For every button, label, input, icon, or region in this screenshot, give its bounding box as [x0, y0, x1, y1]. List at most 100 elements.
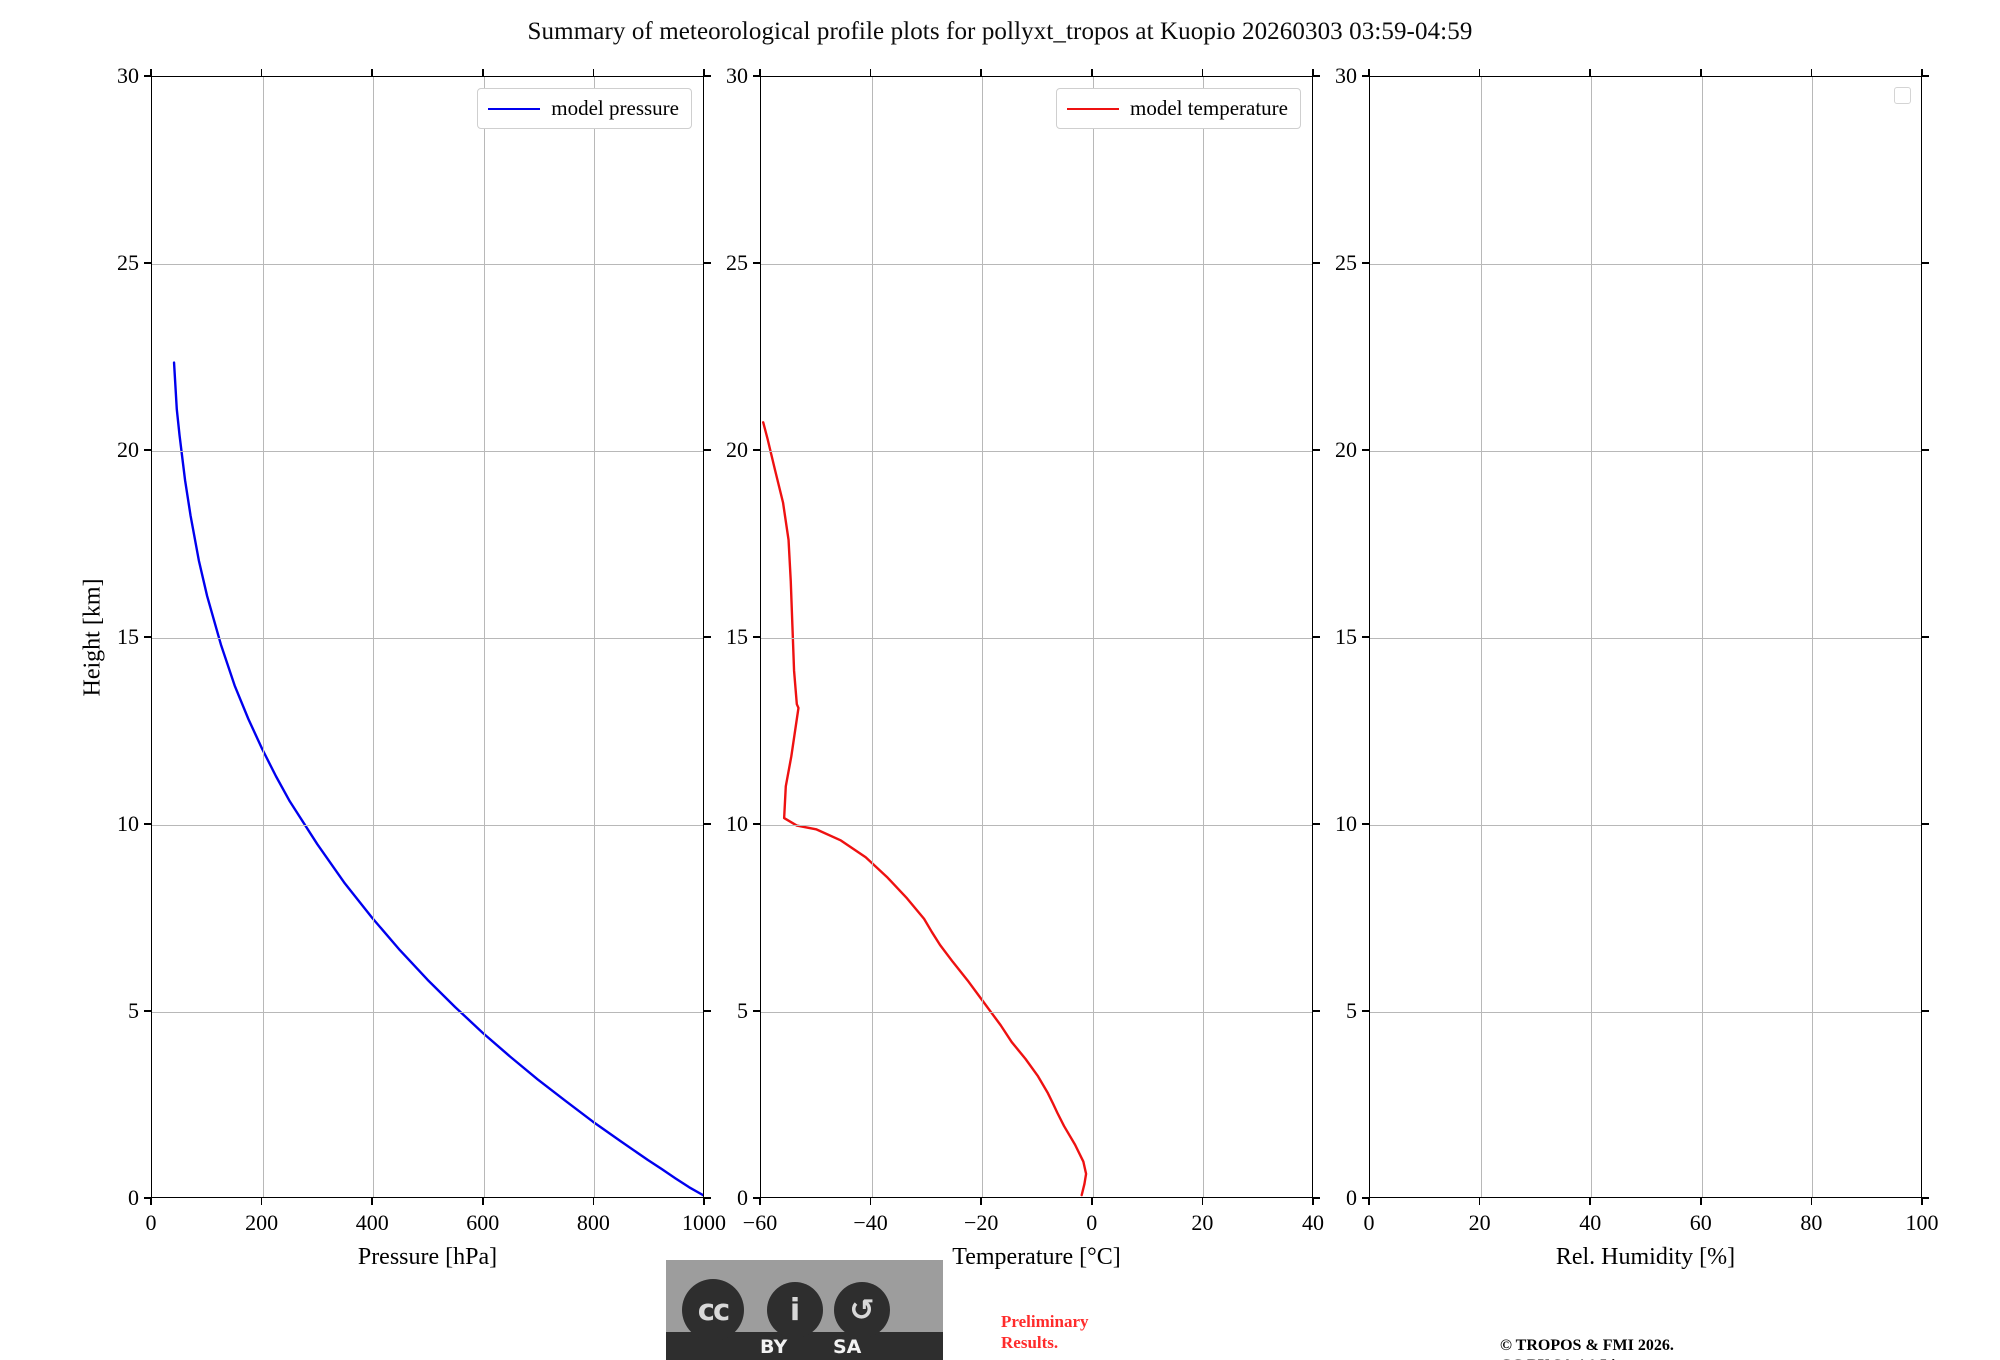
panel-pressure: model pressure Pressure [hPa] 0 5 10 15 20 25… — [117, 63, 726, 1270]
x-tick-mark — [260, 1198, 263, 1205]
x-tick-mark — [1700, 1198, 1702, 1205]
gridline-vertical — [1480, 77, 1482, 1197]
y-tick-label: 30 — [726, 63, 748, 88]
copyright-line-1: © TROPOS & FMI 2026. — [1500, 1337, 1674, 1354]
x-tick-mark — [1091, 1198, 1093, 1205]
cc-by-caption: BY — [760, 1336, 788, 1358]
x-tick-mark — [1368, 1198, 1370, 1205]
x-tick-mark — [1921, 69, 1923, 76]
y-tick-mark — [1922, 262, 1929, 264]
x-tick-mark — [1700, 69, 1702, 76]
x-tick-mark — [150, 1198, 152, 1205]
legend-temperature[interactable]: model temperature — [1055, 88, 1301, 129]
y-tick-mark — [1922, 1010, 1929, 1012]
gridline-horizontal — [761, 1012, 1312, 1013]
y-tick-mark — [704, 1010, 711, 1012]
y-tick-mark — [704, 75, 711, 77]
x-tick-mark — [1368, 69, 1370, 76]
y-tick-label: 10 — [726, 811, 748, 836]
x-tick-mark — [1810, 69, 1813, 76]
y-tick-mark — [1313, 262, 1320, 264]
x-axis-label-pressure: Pressure [hPa] — [357, 1244, 498, 1270]
y-tick-label: 25 — [726, 250, 748, 275]
preliminary-line-2: Results. — [1001, 1332, 1059, 1352]
y-tick-label: 20 — [1335, 437, 1357, 462]
y-tick-mark — [1922, 823, 1929, 825]
y-tick-mark — [1922, 75, 1929, 77]
x-tick-mark — [1478, 1198, 1481, 1205]
x-tick-label: 400 — [355, 1210, 389, 1235]
x-tick-mark — [1810, 1198, 1813, 1205]
gridline-vertical — [483, 77, 485, 1197]
x-tick-mark — [1478, 69, 1481, 76]
pressure-curve — [172, 361, 703, 1197]
x-tick-mark — [703, 69, 705, 76]
y-tick-mark — [144, 636, 151, 638]
x-tick-mark — [703, 1198, 705, 1205]
copyright-note: © TROPOS & FMI 2026. CC BY SA 4.0 Licens… — [1500, 1336, 1674, 1360]
y-tick-mark — [753, 75, 760, 77]
y-tick-mark — [1313, 449, 1320, 451]
plot-area-humidity[interactable] — [1369, 76, 1922, 1198]
y-tick-mark — [144, 1197, 151, 1199]
x-tick-label: 20 — [1191, 1210, 1214, 1235]
gridline-horizontal — [761, 451, 1312, 452]
page-title: Summary of meteorological profile plots … — [527, 18, 1473, 45]
y-tick-label: 30 — [117, 63, 139, 88]
legend-humidity-empty[interactable] — [1894, 87, 1911, 104]
y-tick-mark — [1313, 636, 1320, 638]
y-tick-mark — [1313, 1010, 1320, 1012]
x-tick-label: 1000 — [682, 1210, 726, 1235]
gridline-vertical — [871, 77, 873, 1197]
plot-area-temperature[interactable] — [760, 76, 1313, 1198]
legend-swatch-model-pressure — [488, 107, 541, 110]
x-tick-label: 40 — [1302, 1210, 1324, 1235]
x-tick-mark — [260, 69, 263, 76]
preliminary-results-note: Preliminary Results. — [1001, 1312, 1089, 1353]
x-tick-mark — [1312, 69, 1314, 76]
x-tick-label: −20 — [963, 1210, 999, 1235]
y-tick-mark — [704, 449, 711, 451]
y-tick-mark — [753, 636, 760, 638]
y-tick-mark — [1362, 75, 1369, 77]
x-tick-mark — [1589, 69, 1591, 76]
gridline-horizontal — [1370, 451, 1921, 452]
y-tick-mark — [1362, 262, 1369, 264]
x-tick-mark — [592, 1198, 595, 1205]
y-tick-mark — [144, 823, 151, 825]
y-tick-mark — [1362, 823, 1369, 825]
panel-humidity: Rel. Humidity [%] 0 5 10 15 20 25 30 0 20 40 60 80 1… — [1335, 63, 1939, 1270]
gridline-vertical — [1701, 77, 1703, 1197]
gridline-horizontal — [152, 825, 703, 826]
legend-swatch-model-temperature — [1066, 107, 1119, 110]
copyright-line-2: CC BY SA 4.0 License. — [1500, 1356, 1674, 1360]
gridline-vertical — [1591, 77, 1593, 1197]
temperature-curve — [762, 421, 1088, 1197]
y-tick-mark — [1922, 1197, 1929, 1199]
y-tick-mark — [144, 75, 151, 77]
x-tick-mark — [371, 69, 373, 76]
gridline-horizontal — [761, 264, 1312, 265]
x-tick-label: 0 — [1363, 1210, 1375, 1235]
x-axis-label-temperature: Temperature [°C] — [952, 1244, 1121, 1270]
gridline-vertical — [1203, 77, 1205, 1197]
panel-temperature: model temperature Temperature [°C] 0 5 10 1… — [726, 63, 1324, 1270]
y-tick-label: 15 — [726, 624, 748, 649]
x-tick-mark — [980, 69, 982, 76]
plot-area-pressure[interactable] — [151, 76, 704, 1198]
creative-commons-badge[interactable]: cc i ↺ BY SA — [666, 1260, 943, 1360]
x-tick-mark — [869, 69, 872, 76]
gridline-horizontal — [1370, 1012, 1921, 1013]
legend-pressure[interactable]: model pressure — [477, 88, 692, 129]
y-tick-mark — [1362, 1010, 1369, 1012]
x-tick-mark — [1091, 69, 1093, 76]
x-tick-mark — [1921, 1198, 1923, 1205]
gridline-horizontal — [1370, 825, 1921, 826]
y-tick-mark — [1922, 636, 1929, 638]
y-tick-label: 5 — [128, 998, 139, 1023]
y-tick-label: 25 — [117, 250, 139, 275]
x-tick-label: 40 — [1579, 1210, 1602, 1235]
preliminary-line-1: Preliminary — [1001, 1312, 1089, 1331]
y-tick-label: 30 — [1335, 63, 1357, 88]
y-tick-mark — [753, 449, 760, 451]
